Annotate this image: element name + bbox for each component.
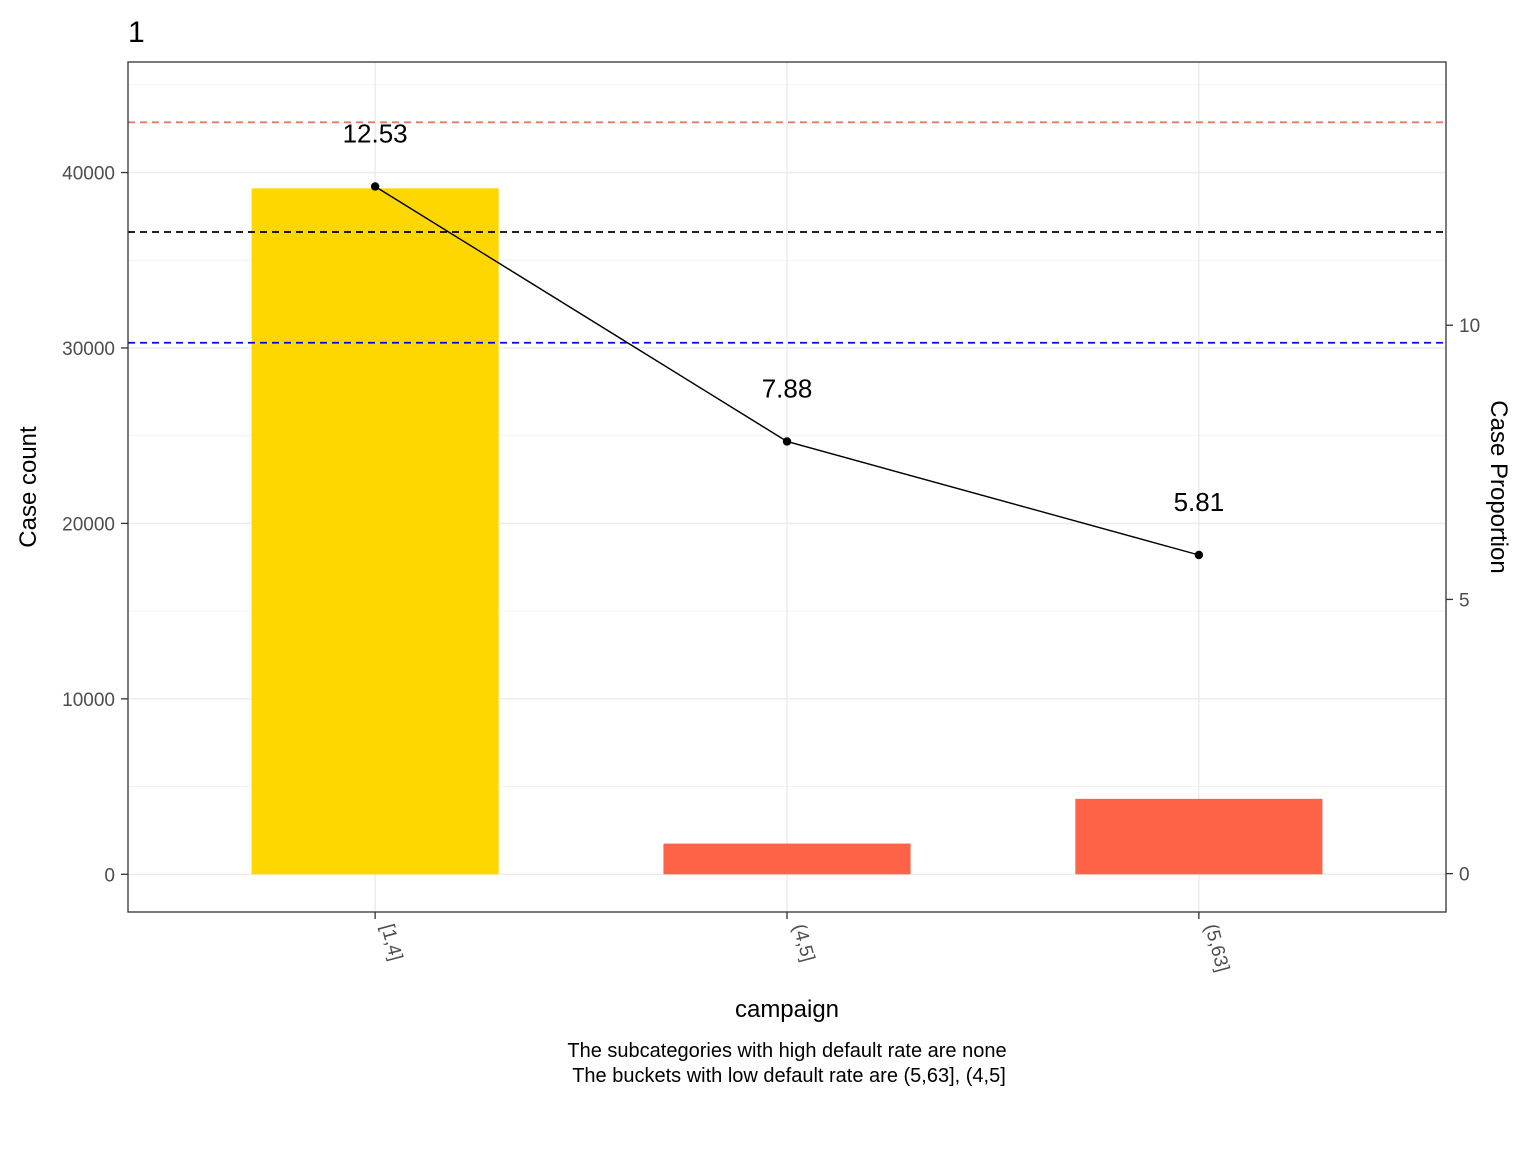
proportion-point [782,437,792,446]
caption-line-1: The subcategories with high default rate… [567,1040,1006,1062]
proportion-point [1194,550,1204,560]
proportion-line: 12.53 7.88 5.81 [343,118,1225,560]
data-label: 7.88 [762,373,813,403]
y2-tick-label: 5 [1459,590,1470,611]
y2-tick-label: 10 [1459,316,1480,337]
bar [1075,798,1323,875]
bars [251,188,1323,875]
reference-lines [128,121,1446,344]
data-label: 5.81 [1174,487,1225,517]
y-tick-label: 0 [104,865,115,886]
y-tick-label: 40000 [62,164,115,185]
bar [251,188,499,875]
y2-axis-title: Case Proportion [1485,400,1512,573]
y-tick-label: 10000 [62,690,115,711]
bar [663,843,911,875]
x-axis-title: campaign [735,996,839,1023]
y2-tick-label: 0 [1459,865,1470,886]
caption-line-2: The buckets with low default rate are (5… [572,1065,1006,1087]
y-tick-label: 30000 [62,339,115,360]
chart-title: 1 [128,16,145,49]
proportion-point [370,182,380,191]
y-tick-label: 20000 [62,514,115,535]
y-axis-title: Case count [15,426,42,548]
data-label: 12.53 [343,118,408,148]
